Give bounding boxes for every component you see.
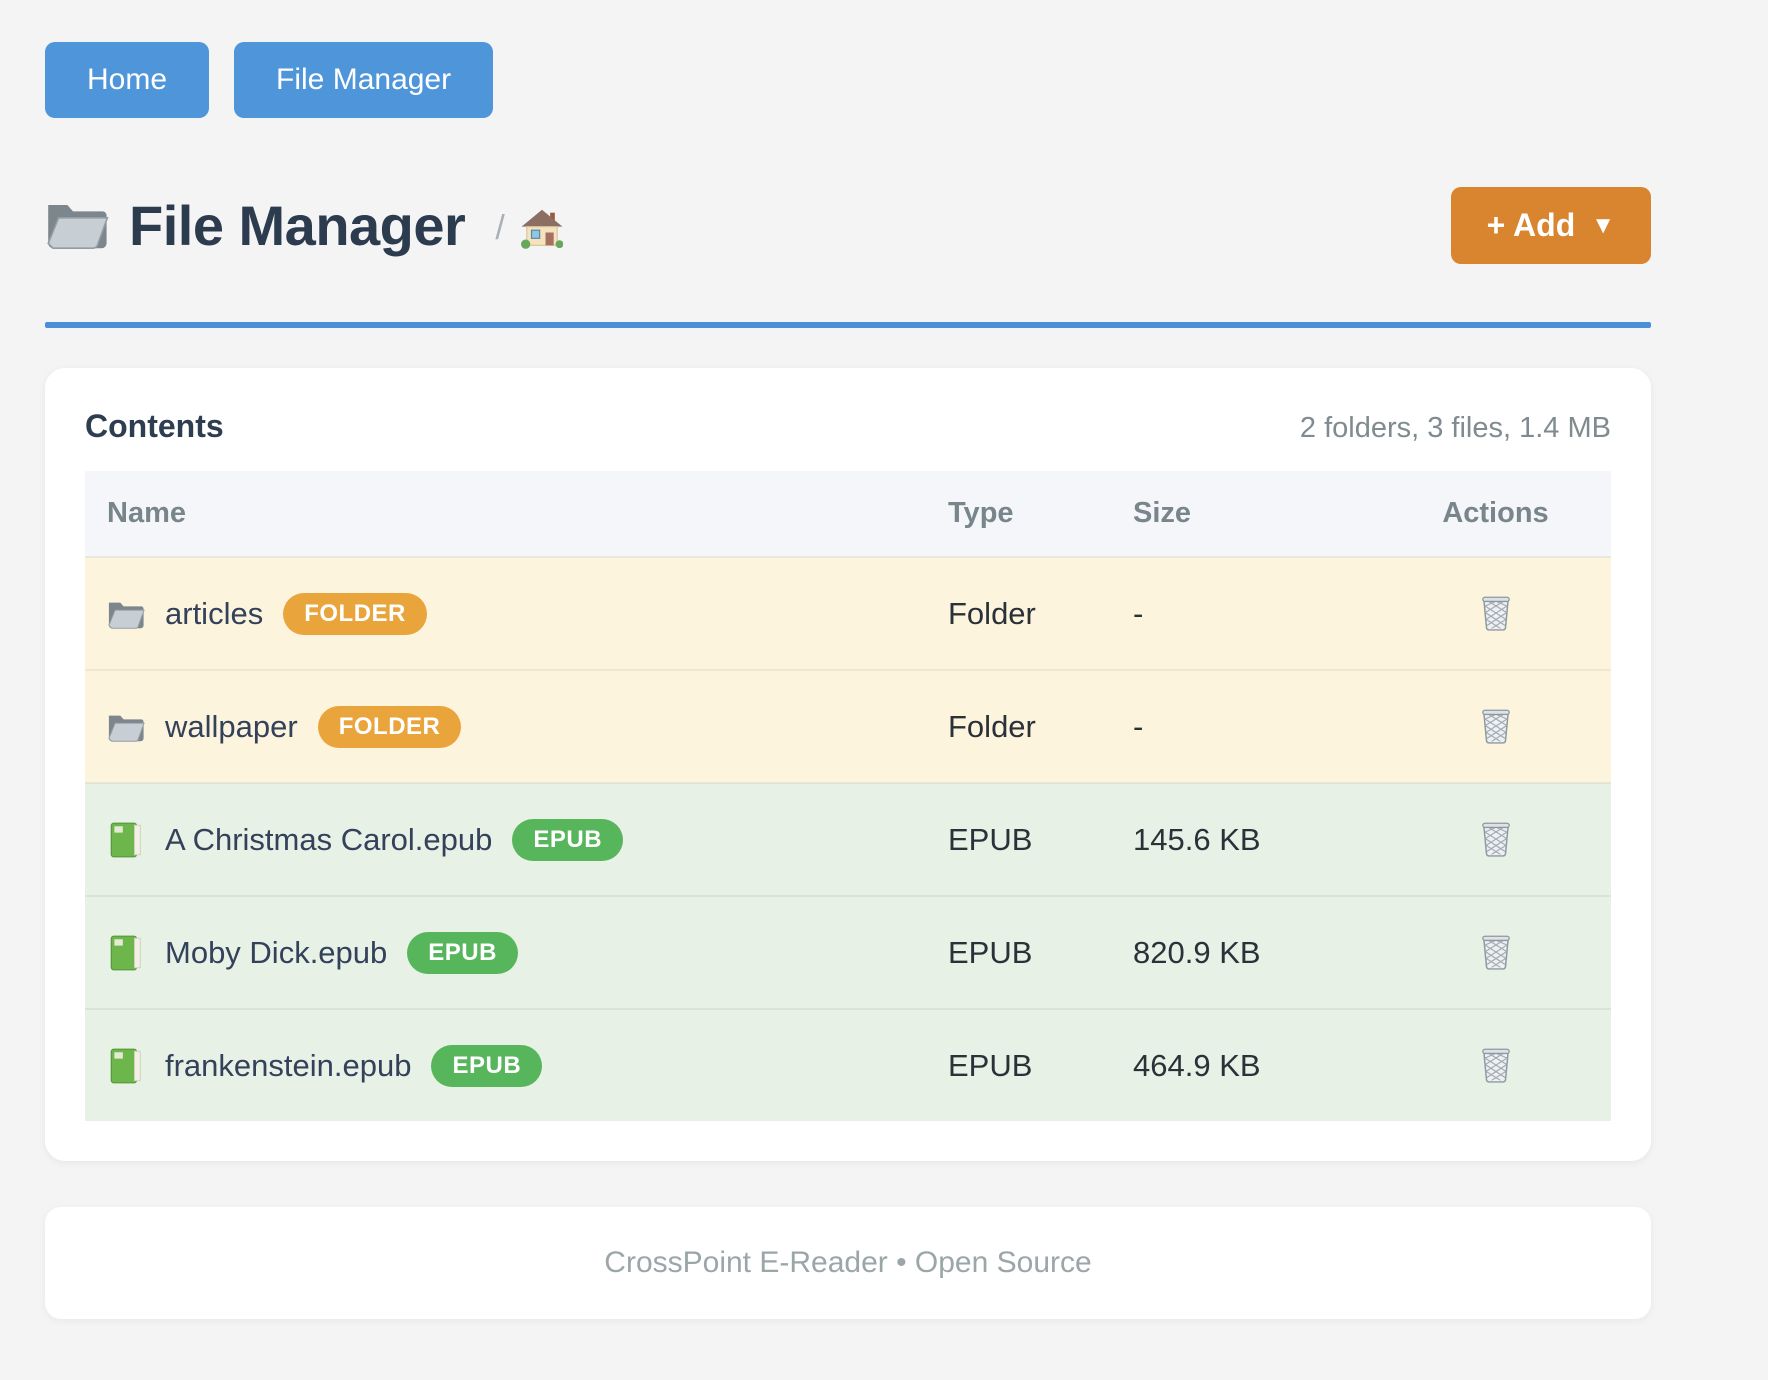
table-header-row: Name Type Size Actions — [85, 471, 1611, 557]
file-name-link[interactable]: Moby Dick.epub — [165, 935, 387, 971]
type-cell: EPUB — [948, 783, 1133, 896]
column-header-type: Type — [948, 471, 1133, 557]
size-cell: 145.6 KB — [1133, 783, 1380, 896]
size-cell: 820.9 KB — [1133, 896, 1380, 1009]
page-container: Home File Manager File Manager / + A — [45, 0, 1651, 1319]
trash-button[interactable] — [1475, 928, 1517, 974]
trash-icon — [1479, 732, 1513, 747]
green-book-icon — [107, 934, 145, 972]
nav-file-manager-button[interactable]: File Manager — [234, 42, 493, 118]
table-row: A Christmas Carol.epub EPUB EPUB 145.6 K… — [85, 783, 1611, 896]
type-badge: EPUB — [431, 1045, 542, 1087]
folder-icon — [45, 197, 109, 253]
column-header-name: Name — [85, 471, 948, 557]
trash-button[interactable] — [1475, 702, 1517, 748]
type-cell: Folder — [948, 557, 1133, 670]
folder-icon — [107, 708, 145, 746]
page-header: File Manager / + Add ▼ — [45, 184, 1651, 266]
page-title: File Manager — [129, 193, 465, 258]
trash-button[interactable] — [1475, 589, 1517, 635]
header-divider — [45, 322, 1651, 328]
type-cell: EPUB — [948, 1009, 1133, 1121]
add-button-label: + Add — [1487, 207, 1576, 244]
table-row: Moby Dick.epub EPUB EPUB 820.9 KB — [85, 896, 1611, 1009]
size-cell: - — [1133, 670, 1380, 783]
caret-down-icon: ▼ — [1591, 212, 1615, 240]
trash-button[interactable] — [1475, 1041, 1517, 1087]
green-book-icon — [107, 821, 145, 859]
footer: CrossPoint E-Reader • Open Source — [45, 1207, 1651, 1319]
top-nav: Home File Manager — [45, 42, 1651, 118]
size-cell: - — [1133, 557, 1380, 670]
green-book-icon — [107, 1047, 145, 1085]
nav-home-button[interactable]: Home — [45, 42, 209, 118]
file-name-link[interactable]: frankenstein.epub — [165, 1048, 411, 1084]
type-badge: EPUB — [407, 932, 518, 974]
breadcrumb-separator: / — [495, 209, 504, 248]
file-name-link[interactable]: wallpaper — [165, 709, 298, 745]
table-row: articles FOLDER Folder - — [85, 557, 1611, 670]
column-header-size: Size — [1133, 471, 1380, 557]
footer-text: CrossPoint E-Reader • Open Source — [604, 1246, 1091, 1280]
folder-icon — [107, 595, 145, 633]
house-icon[interactable] — [521, 208, 563, 250]
trash-icon — [1479, 1071, 1513, 1086]
add-button[interactable]: + Add ▼ — [1451, 187, 1651, 264]
trash-button[interactable] — [1475, 815, 1517, 861]
contents-card: Contents 2 folders, 3 files, 1.4 MB Name… — [45, 368, 1651, 1161]
table-row: wallpaper FOLDER Folder - — [85, 670, 1611, 783]
trash-icon — [1479, 845, 1513, 860]
size-cell: 464.9 KB — [1133, 1009, 1380, 1121]
type-badge: FOLDER — [318, 706, 462, 748]
table-row: frankenstein.epub EPUB EPUB 464.9 KB — [85, 1009, 1611, 1121]
file-name-link[interactable]: A Christmas Carol.epub — [165, 822, 492, 858]
contents-summary: 2 folders, 3 files, 1.4 MB — [1300, 412, 1611, 445]
type-badge: FOLDER — [283, 593, 427, 635]
card-title: Contents — [85, 408, 224, 445]
type-badge: EPUB — [512, 819, 623, 861]
trash-icon — [1479, 619, 1513, 634]
file-name-link[interactable]: articles — [165, 596, 263, 632]
column-header-actions: Actions — [1380, 471, 1611, 557]
file-table: Name Type Size Actions articles FOLDER — [85, 471, 1611, 1121]
type-cell: Folder — [948, 670, 1133, 783]
trash-icon — [1479, 958, 1513, 973]
type-cell: EPUB — [948, 896, 1133, 1009]
